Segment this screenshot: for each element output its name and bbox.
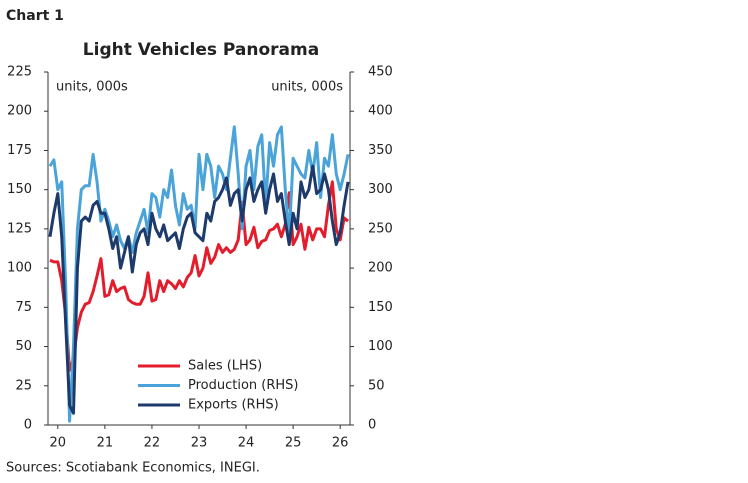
source: Sources: Scotiabank Economics, INEGI.	[6, 461, 260, 476]
y2-tick-label: 450	[368, 65, 393, 80]
chart-label: Chart 1	[6, 8, 64, 24]
y2-tick-label: 200	[368, 261, 393, 276]
x-tick-label: 22	[144, 436, 161, 451]
y2-tick-label: 100	[368, 339, 393, 354]
y-tick-label: 200	[7, 104, 32, 119]
y2-tick-label: 0	[368, 418, 376, 433]
y2-unit-label: units, 000s	[271, 80, 343, 95]
y-tick-label: 25	[15, 378, 32, 393]
x-tick-label: 23	[191, 436, 208, 451]
line-series	[49, 180, 349, 372]
y-tick-label: 0	[24, 418, 32, 433]
y-unit-label: units, 000s	[56, 80, 128, 95]
y-tick-label: 100	[7, 261, 32, 276]
y2-tick-label: 350	[368, 143, 393, 158]
y-tick-label: 175	[7, 143, 32, 158]
y-tick-label: 125	[7, 221, 32, 236]
line-series	[48, 164, 350, 415]
x-tick-label: 21	[97, 436, 114, 451]
legend-label: Production (RHS)	[188, 378, 299, 393]
x-tick-label: 24	[238, 436, 255, 451]
legend-label: Sales (LHS)	[188, 359, 262, 374]
y-tick-label: 75	[15, 300, 32, 315]
chart-title: Light Vehicles Panorama	[83, 40, 319, 60]
legend-label: Exports (RHS)	[188, 398, 279, 413]
y2-tick-label: 300	[368, 182, 393, 197]
y2-tick-label: 50	[368, 378, 385, 393]
x-tick-label: 26	[332, 436, 349, 451]
y-tick-label: 225	[7, 65, 32, 80]
x-tick-label: 20	[50, 436, 67, 451]
y-tick-label: 150	[7, 182, 32, 197]
y2-tick-label: 400	[368, 104, 393, 119]
y2-tick-label: 150	[368, 300, 393, 315]
y-tick-label: 50	[15, 339, 32, 354]
y2-tick-label: 250	[368, 221, 393, 236]
x-tick-label: 25	[285, 436, 302, 451]
